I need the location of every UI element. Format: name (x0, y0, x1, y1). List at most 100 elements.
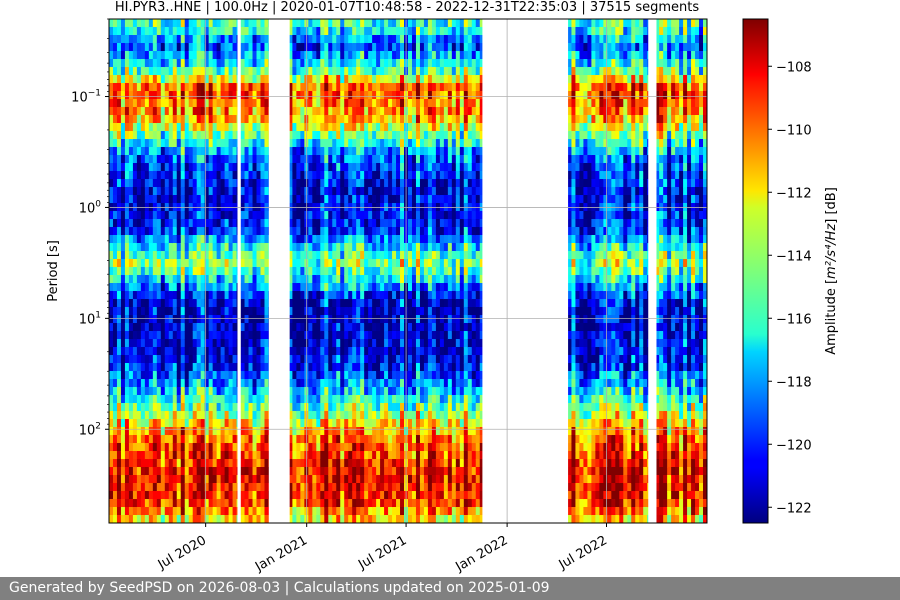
heatmap-cell (296, 395, 301, 404)
heatmap-cell (384, 115, 389, 124)
heatmap-cell (264, 387, 270, 396)
heatmap-cell (140, 315, 146, 324)
heatmap-cell (160, 251, 166, 260)
heatmap-cell (384, 299, 389, 308)
heatmap-cell (220, 291, 226, 300)
heatmap-cell (140, 267, 146, 276)
heatmap-cell (408, 187, 413, 196)
heatmap-cell (172, 59, 178, 68)
heatmap-cell (372, 219, 377, 228)
heatmap-cell (260, 291, 266, 300)
heatmap-cell (188, 75, 194, 84)
heatmap-cell (120, 171, 126, 180)
heatmap-cell (184, 171, 190, 180)
heatmap-cell (328, 115, 333, 124)
heatmap-cell (308, 331, 313, 340)
heatmap-cell (180, 35, 186, 44)
heatmap-cell (368, 267, 373, 276)
heatmap-cell (320, 179, 325, 188)
heatmap-cell (260, 355, 266, 364)
heatmap-cell (408, 59, 413, 68)
heatmap-cell (216, 291, 222, 300)
heatmap-cell (419, 99, 425, 108)
heatmap-cell (176, 355, 182, 364)
heatmap-cell (220, 67, 226, 76)
heatmap-cell (109, 139, 114, 148)
heatmap-cell (411, 499, 417, 508)
heatmap-cell (376, 467, 381, 476)
heatmap-cell (128, 387, 134, 396)
heatmap-cell (332, 243, 337, 252)
heatmap-cell (340, 251, 345, 260)
heatmap-cell (192, 59, 198, 68)
heatmap-cell (388, 171, 393, 180)
heatmap-cell (192, 331, 198, 340)
heatmap-cell (376, 171, 381, 180)
heatmap-cell (316, 171, 321, 180)
heatmap-cell (256, 235, 262, 244)
heatmap-cell (168, 299, 174, 308)
heatmap-cell (388, 235, 393, 244)
heatmap-cell (240, 483, 246, 492)
heatmap-cell (380, 387, 385, 396)
heatmap-cell (324, 299, 329, 308)
heatmap-cell (116, 275, 122, 284)
heatmap-cell (128, 451, 134, 460)
heatmap-cell (228, 243, 234, 252)
heatmap-cell (208, 283, 214, 292)
heatmap-cell (324, 195, 329, 204)
heatmap-cell (164, 435, 170, 444)
heatmap-cell (332, 387, 337, 396)
heatmap-cell (360, 355, 365, 364)
heatmap-cell (264, 483, 270, 492)
heatmap-cell (400, 267, 405, 276)
heatmap-cell (120, 379, 126, 388)
heatmap-cell (364, 59, 369, 68)
heatmap-cell (112, 211, 118, 220)
heatmap-cell (396, 451, 401, 460)
heatmap-cell (240, 51, 246, 60)
heatmap-cell (256, 51, 262, 60)
heatmap-cell (252, 427, 258, 436)
heatmap-cell (140, 483, 146, 492)
heatmap-cell (352, 43, 357, 52)
heatmap-cell (132, 443, 138, 452)
heatmap-cell (248, 227, 254, 236)
heatmap-cell (308, 251, 313, 260)
heatmap-cell (168, 171, 174, 180)
heatmap-cell (160, 83, 166, 92)
heatmap-cell (348, 219, 353, 228)
heatmap-cell (388, 467, 393, 476)
heatmap-cell (148, 131, 154, 140)
heatmap-cell (220, 355, 226, 364)
heatmap-cell (196, 459, 202, 468)
heatmap-cell (120, 355, 126, 364)
heatmap-cell (392, 235, 397, 244)
heatmap-cell (316, 299, 321, 308)
heatmap-cell (408, 355, 413, 364)
heatmap-cell (288, 147, 293, 156)
heatmap-cell (200, 283, 206, 292)
heatmap-cell (288, 123, 293, 132)
heatmap-cell (152, 19, 158, 28)
heatmap-cell (168, 403, 174, 412)
heatmap-cell (332, 91, 337, 100)
heatmap-cell (411, 43, 417, 52)
heatmap-cell (232, 323, 238, 332)
heatmap-cell (296, 59, 301, 68)
heatmap-cell (260, 427, 266, 436)
heatmap-cell (232, 91, 238, 100)
heatmap-cell (248, 387, 254, 396)
heatmap-cell (212, 123, 218, 132)
heatmap-cell (180, 123, 186, 132)
heatmap-cell (196, 363, 202, 372)
heatmap-cell (364, 483, 369, 492)
heatmap-cell (392, 115, 397, 124)
heatmap-cell (116, 59, 122, 68)
heatmap-cell (124, 435, 130, 444)
heatmap-cell (188, 155, 194, 164)
heatmap-cell (184, 107, 190, 116)
heatmap-cell (176, 51, 182, 60)
heatmap-cell (292, 155, 297, 164)
heatmap-cell (152, 115, 158, 124)
